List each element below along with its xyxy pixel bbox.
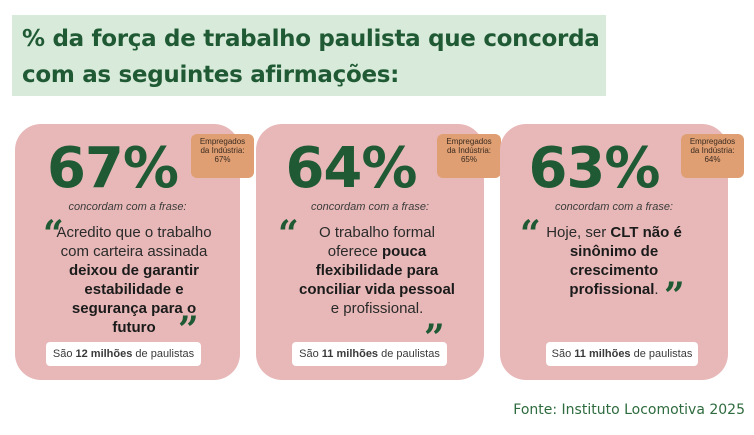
badge-line: da Indústria: [446, 146, 492, 155]
badge-line: 67% [214, 155, 231, 164]
badge-line: Empregados [199, 137, 246, 146]
population-pill: São 12 milhões de paulistas [46, 342, 201, 366]
badge-line: 64% [704, 155, 721, 164]
pill-count: 12 milhões [75, 348, 133, 360]
pill-text: São [551, 348, 575, 360]
stat-card-2: 64% Empregados da Indústria: 65% concord… [256, 124, 501, 380]
pill-text: São [299, 348, 322, 360]
concord-label: concordam com a frase: [68, 201, 187, 213]
stat-card-3: 63% Empregados da Indústria: 64% concord… [500, 124, 744, 380]
quote-segment: Hoje, ser [546, 224, 611, 241]
percent-value: 63% [528, 136, 660, 201]
source-caption: Fonte: Instituto Locomotiva 2025 [513, 402, 745, 418]
badge-line: da Indústria: [200, 146, 245, 155]
industry-badge: Empregados da Indústria: 65% [437, 134, 501, 178]
close-quote-icon: ” [178, 309, 199, 351]
badge-line: Empregados [689, 137, 736, 146]
pill-count: 11 milhões [574, 348, 631, 360]
concord-label: concordam com a frase: [311, 201, 429, 213]
industry-badge: Empregados da Indústria: 67% [191, 134, 254, 178]
quote-emphasis: CLT não é sinônimo de crescimento profis… [569, 224, 682, 298]
quote-text: Hoje, ser CLT não é sinônimo de crescime… [545, 223, 683, 299]
population-pill: São 11 milhões de paulistas [292, 342, 447, 366]
stat-card-1: 67% Empregados da Indústria: 67% concord… [15, 124, 254, 380]
quote-segment: e profissional. [330, 300, 424, 317]
open-quote-icon: “ [278, 213, 299, 255]
pill-text: de paulistas [378, 348, 440, 360]
quote-emphasis: pouca flexibilidade para conciliar vida … [299, 243, 455, 298]
quote-text: O trabalho formal oferece pouca flexibil… [296, 223, 458, 318]
quote-segment: Acredito que o trabalho com carteira ass… [56, 224, 212, 260]
badge-line: da Indústria: [690, 146, 735, 155]
quote-segment: . [654, 281, 659, 298]
close-quote-icon: ” [664, 275, 685, 317]
badge-line: 65% [460, 155, 477, 164]
open-quote-icon: “ [520, 213, 541, 255]
quote-segment: O trabalho formal oferece [319, 224, 435, 260]
quote-text: Acredito que o trabalho com carteira ass… [52, 223, 216, 337]
industry-badge: Empregados da Indústria: 64% [681, 134, 744, 178]
page-title: % da força de trabalho paulista que conc… [22, 26, 600, 88]
pill-text: de paulistas [132, 348, 195, 360]
concord-label: concordam com a frase: [555, 201, 673, 213]
pill-text: São [52, 348, 76, 360]
badge-line: Empregados [446, 137, 492, 146]
population-pill: São 11 milhões de paulistas [546, 342, 698, 366]
pill-count: 11 milhões [321, 348, 379, 360]
pill-text: de paulistas [630, 348, 693, 360]
open-quote-icon: “ [43, 213, 64, 255]
quote-emphasis: deixou de garantir estabilidade e segura… [68, 262, 200, 336]
percent-value: 67% [46, 136, 179, 201]
title-background [12, 15, 606, 96]
percent-value: 64% [285, 136, 417, 201]
